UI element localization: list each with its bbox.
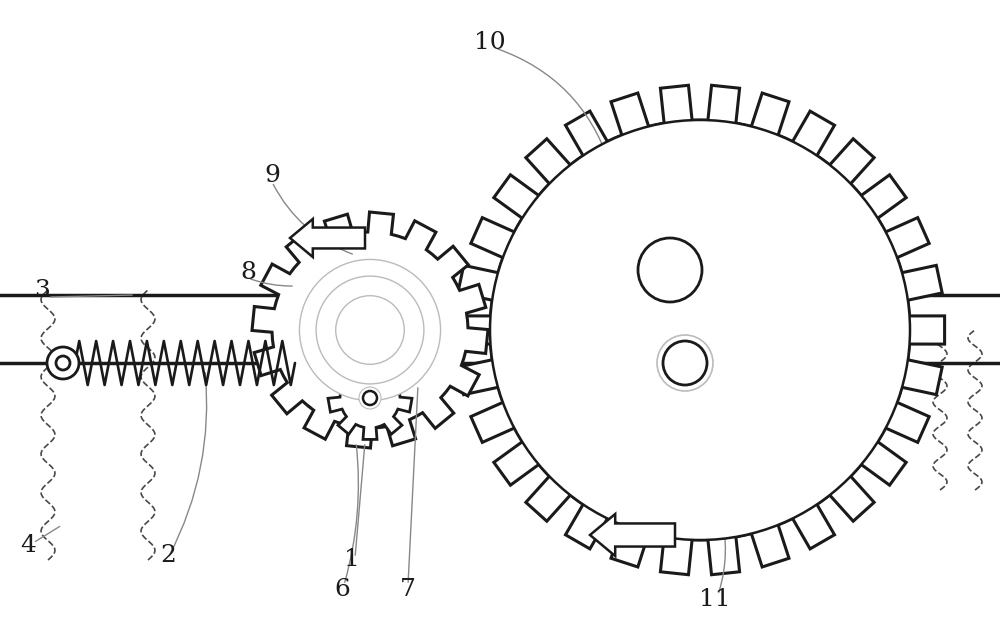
Circle shape [316,276,424,384]
Polygon shape [590,514,675,556]
Text: 11: 11 [699,589,731,612]
Circle shape [359,387,381,409]
Text: 8: 8 [240,261,256,283]
Polygon shape [328,357,412,439]
Text: 7: 7 [400,578,416,601]
Circle shape [299,260,441,401]
Text: 3: 3 [34,278,50,301]
Circle shape [638,238,702,302]
Circle shape [363,391,377,405]
Circle shape [47,347,79,379]
Text: 2: 2 [160,544,176,567]
Circle shape [663,341,707,385]
Polygon shape [252,212,488,448]
Polygon shape [290,219,365,257]
Circle shape [490,120,910,540]
Text: 4: 4 [20,533,36,556]
Text: 6: 6 [334,578,350,601]
Text: 9: 9 [264,164,280,187]
Polygon shape [455,85,945,574]
Text: 1: 1 [344,549,360,571]
Text: 10: 10 [474,30,506,53]
Circle shape [336,296,404,365]
Circle shape [657,335,713,391]
Circle shape [56,356,70,370]
